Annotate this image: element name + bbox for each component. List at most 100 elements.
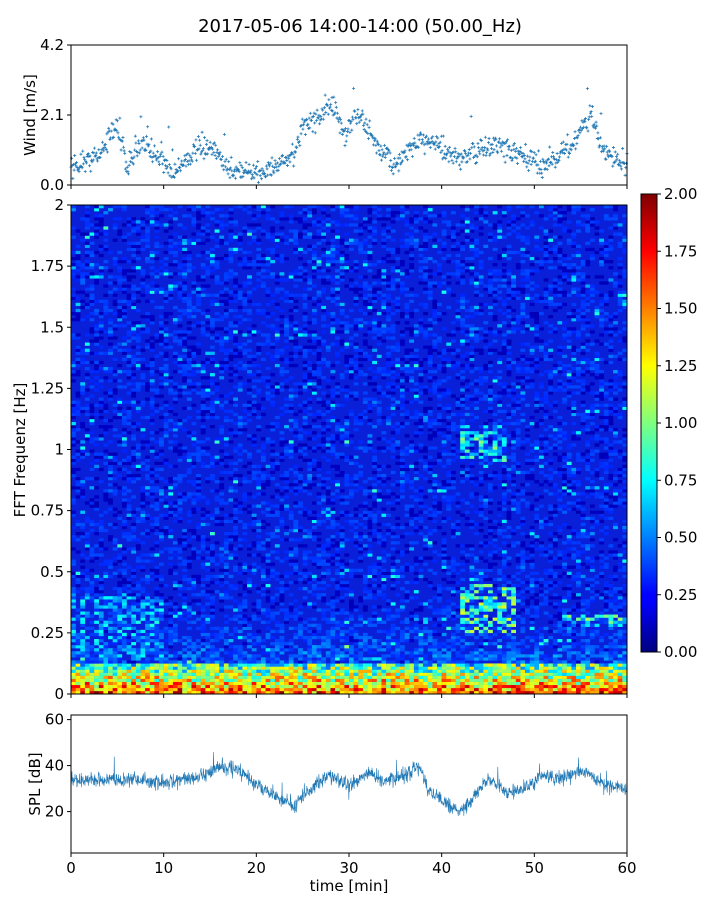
wind-point <box>558 155 562 159</box>
spectrogram-cell <box>501 519 507 524</box>
spectrogram-cell <box>492 651 498 655</box>
spectrogram-cell <box>409 580 415 585</box>
spectrogram-cell <box>307 577 313 582</box>
spectrogram-cell <box>566 626 572 631</box>
wind-point <box>599 112 603 116</box>
spectrogram-cell <box>437 599 442 603</box>
spectrogram-cell <box>557 596 563 600</box>
spectrogram-cell <box>548 596 554 600</box>
wind-point <box>152 144 156 148</box>
spectrogram-cell <box>608 553 614 557</box>
wind-point <box>426 142 430 146</box>
spectrogram-cell <box>288 580 294 585</box>
wind-point <box>349 121 353 125</box>
spectrogram-cell <box>529 525 535 530</box>
spectrogram-cell <box>251 681 257 686</box>
wind-point <box>272 166 276 170</box>
spectrogram-cell <box>441 605 447 609</box>
spectrogram-cell <box>432 617 438 621</box>
wind-point <box>149 149 153 153</box>
spectrogram-cell <box>298 672 303 676</box>
spectrogram-cell <box>98 580 104 585</box>
wind-point <box>84 161 88 165</box>
spectrogram-cell <box>149 623 155 627</box>
spectrogram-cell <box>270 571 276 576</box>
spectrogram-cell <box>251 648 257 652</box>
spectrogram-cell <box>376 629 382 634</box>
spectrogram-cell <box>177 660 183 664</box>
spectrogram-cell <box>446 611 452 615</box>
spectrogram-cell <box>121 690 127 695</box>
spectrogram-cell <box>260 620 266 624</box>
spectrogram-cell <box>418 657 424 661</box>
spectrogram-cell <box>205 602 211 606</box>
wind-point <box>441 134 445 138</box>
wind-point <box>444 157 448 161</box>
spectrogram-cell <box>228 532 234 536</box>
spectrogram-cell <box>599 541 605 545</box>
spectrogram-cell <box>589 666 595 670</box>
spectrogram-cell <box>552 623 558 627</box>
spectrogram-cell <box>279 608 285 612</box>
spectrogram-cell <box>358 678 364 682</box>
spectrogram-cell <box>557 666 563 670</box>
spectrogram-cell <box>362 666 368 670</box>
spectrogram-cell <box>205 590 211 594</box>
spectrogram-cell <box>562 660 567 664</box>
spectrogram-cell <box>534 642 540 646</box>
spectrogram-cell <box>478 550 484 554</box>
spectrogram-cell <box>483 669 489 673</box>
spectrogram-cell <box>126 614 132 618</box>
spectrogram-cell <box>608 617 614 621</box>
spectrogram-cell <box>316 648 322 652</box>
spectrogram-cell <box>460 602 466 606</box>
spectrogram-cell <box>515 593 521 597</box>
spectrogram-cell <box>372 623 377 627</box>
spectrogram-cell <box>260 587 266 591</box>
spectrogram-heatmap <box>71 205 628 695</box>
spectrogram-cell <box>450 522 456 527</box>
spectrogram-cell <box>288 550 294 554</box>
spectrogram-cell <box>214 681 220 686</box>
spectrogram-cell <box>469 614 475 618</box>
spectrogram-cell <box>335 690 340 695</box>
spectrogram-cell <box>223 669 229 673</box>
spectrogram-cell <box>608 599 614 603</box>
spectrogram-cell <box>492 675 498 679</box>
spectrogram-cell <box>256 660 262 664</box>
spectrogram-cell <box>446 654 452 658</box>
spectrogram-cell <box>205 654 211 658</box>
spectrogram-cell <box>293 550 299 554</box>
spectrogram-cell <box>353 660 359 664</box>
spectrogram-cell <box>265 651 271 655</box>
spectrogram-cell <box>538 583 544 588</box>
spectrogram-cell <box>483 681 489 686</box>
spectrogram-cell <box>205 642 211 646</box>
spectrogram-cell <box>84 651 90 655</box>
wind-point <box>277 157 281 161</box>
spectrogram-cell <box>200 544 206 548</box>
spectrogram-cell <box>135 629 141 634</box>
spectrogram-cell <box>117 568 123 572</box>
spectrogram-cell <box>210 663 215 667</box>
spectrogram-cell <box>219 660 225 664</box>
spectrogram-cell <box>316 544 322 548</box>
spectrogram-cell <box>450 638 456 643</box>
spectrogram-cell <box>71 675 76 679</box>
spectrogram-cell <box>562 614 567 618</box>
spectrogram-cell <box>223 672 229 676</box>
spectrogram-cell <box>270 675 276 679</box>
wind-point <box>565 142 569 146</box>
spectrogram-cell <box>219 522 225 527</box>
spectrogram-cell <box>270 669 276 673</box>
spectrogram-cell <box>464 516 470 520</box>
wind-point <box>450 158 454 162</box>
spectrogram-cell <box>381 657 387 661</box>
spectrogram-cell <box>121 593 127 597</box>
spectrogram-cell <box>223 571 229 576</box>
spectrogram-cell <box>126 532 132 536</box>
spectrogram-cell <box>376 672 382 676</box>
spectrogram-cell <box>492 544 498 548</box>
spectrogram-cell <box>159 593 164 597</box>
spectrogram-cell <box>432 663 438 667</box>
